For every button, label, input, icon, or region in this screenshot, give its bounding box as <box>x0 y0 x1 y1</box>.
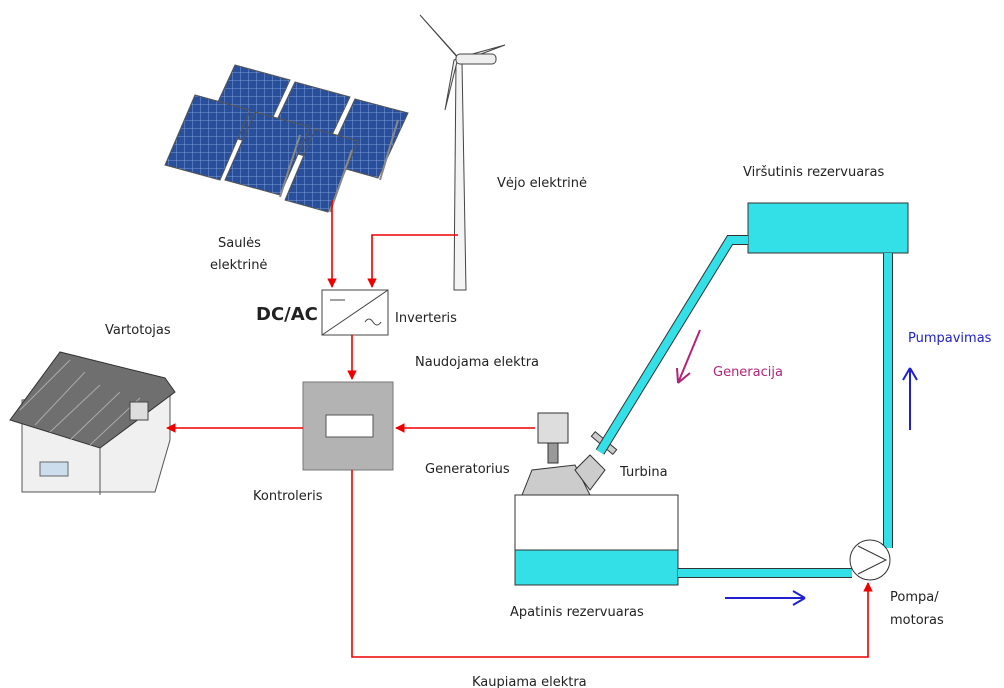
flow-label: Naudojama elektra <box>415 355 539 370</box>
node-label: Viršutinis rezervuaras <box>743 165 884 180</box>
node-label: motoras <box>890 613 944 628</box>
node-label: Inverteris <box>395 311 457 326</box>
node-label: elektrinė <box>210 258 267 273</box>
flow-label: Kaupiama elektra <box>472 675 587 688</box>
node-label: Turbina <box>619 465 668 480</box>
node-label: DC/AC <box>256 304 318 325</box>
node-label: Vartotojas <box>105 323 171 338</box>
flow-label: Generacija <box>713 365 783 380</box>
node-label: Pompa/ <box>890 590 939 605</box>
flow-label: Pumpavimas <box>908 331 992 346</box>
house <box>9 351 176 495</box>
wind-turbine <box>419 14 506 291</box>
node-label: Vėjo elektrinė <box>497 176 587 191</box>
hydro <box>514 202 909 586</box>
node-label: Generatorius <box>425 462 510 477</box>
solar-panels <box>164 64 409 213</box>
flow-arrows <box>676 329 918 606</box>
controller <box>302 381 394 471</box>
node-label: Kontroleris <box>253 489 323 504</box>
generator <box>521 412 618 496</box>
node-label: Saulės <box>218 236 261 251</box>
inverter <box>321 289 389 336</box>
node-label: Apatinis rezervuaras <box>510 605 644 620</box>
electric-lines <box>166 200 873 658</box>
